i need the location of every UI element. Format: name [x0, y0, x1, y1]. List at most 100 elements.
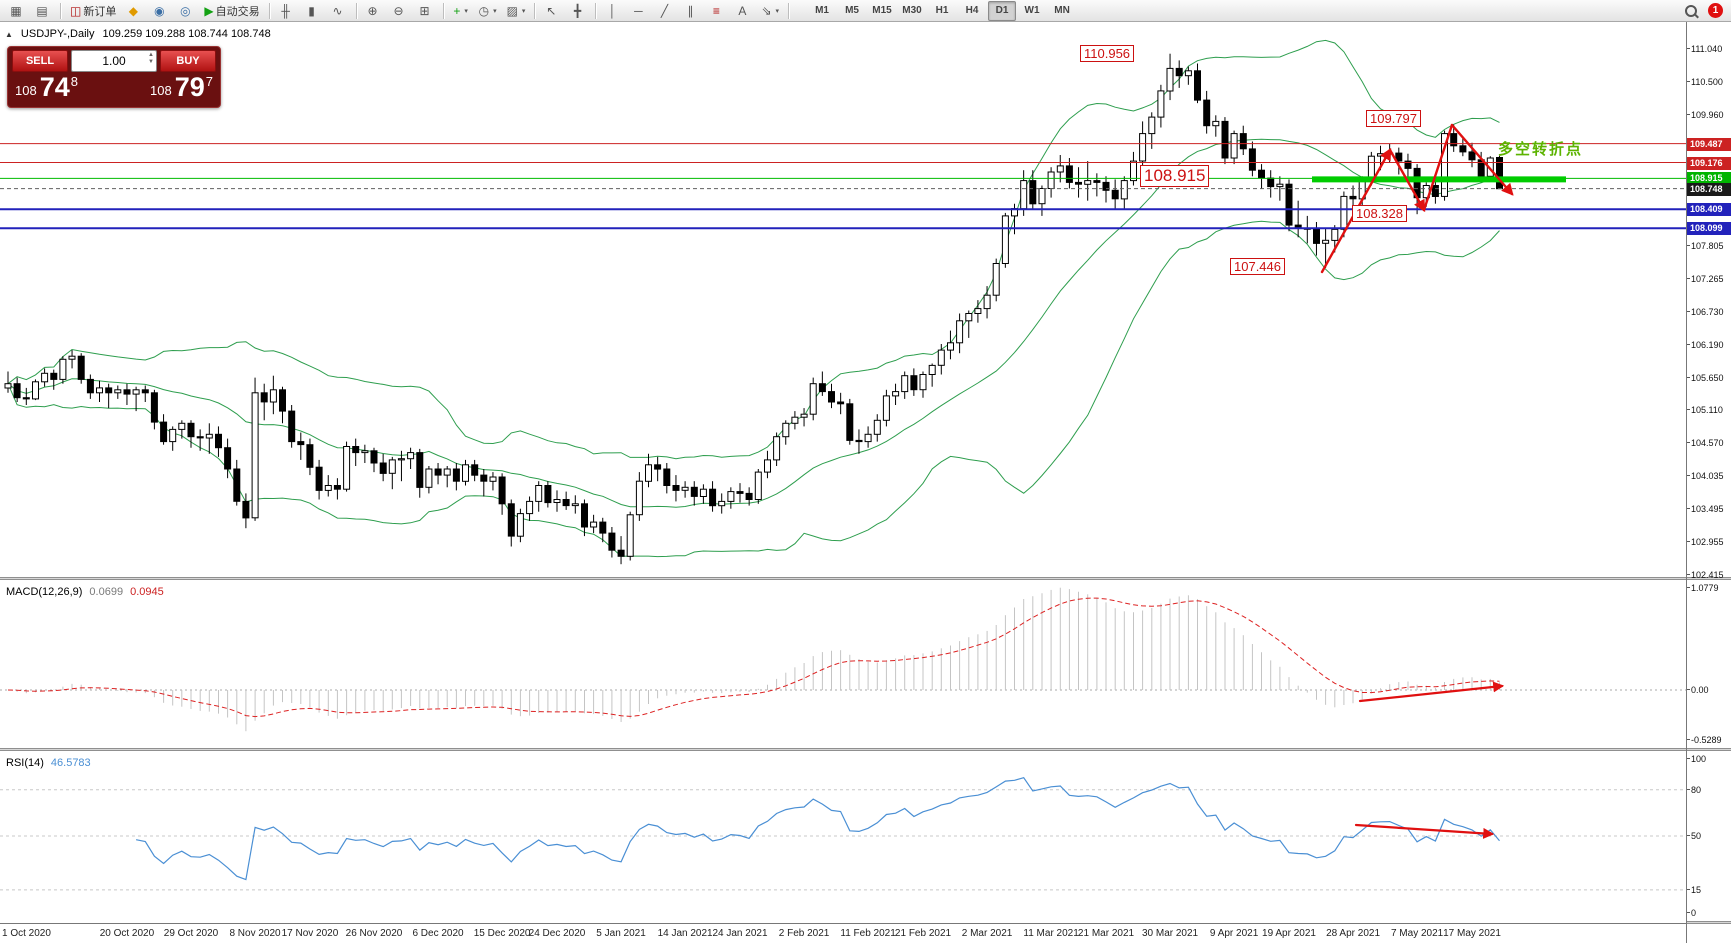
- candlestick-chart-icon: ▮: [308, 3, 315, 18]
- candle-body: [855, 439, 863, 443]
- volume-input[interactable]: 1.00 ▲ ▼: [71, 50, 157, 72]
- horizontal-line-icon: ─: [634, 3, 643, 18]
- candle-body: [1203, 99, 1211, 127]
- sell-price[interactable]: 108 74 8: [15, 74, 78, 101]
- buy-button[interactable]: BUY: [160, 50, 216, 72]
- rsi-panel-canvas[interactable]: [0, 751, 1686, 921]
- timeframe-h1-button[interactable]: H1: [935, 5, 949, 16]
- candle-body: [553, 499, 561, 503]
- candle-body: [672, 485, 680, 491]
- trend-arrow[interactable]: [1354, 823, 1495, 839]
- trend-arrow[interactable]: [1450, 123, 1514, 196]
- timeframe-toolbar: M1 M5 M15 M30 H1 H4 D1 W1 MN: [807, 0, 1077, 21]
- line-chart-button[interactable]: ∿: [327, 1, 351, 21]
- price-annotation[interactable]: 107.446: [1230, 258, 1285, 275]
- candle-body: [1139, 133, 1147, 162]
- search-button[interactable]: [1679, 1, 1703, 21]
- fibonacci-button[interactable]: ≡: [705, 1, 729, 21]
- candle-body: [1377, 153, 1384, 157]
- new-chart-button[interactable]: ▦: [5, 1, 29, 21]
- zoom-out-icon: ⊖: [393, 3, 404, 18]
- new-order-icon: ◫: [70, 3, 82, 18]
- zoom-in-button[interactable]: ⊕: [362, 1, 386, 21]
- text-label-button[interactable]: A: [731, 1, 755, 21]
- turning-point-note[interactable]: 多空转折点: [1498, 141, 1584, 158]
- price-annotation[interactable]: 108.915: [1140, 165, 1210, 187]
- templates-button[interactable]: ▨ ▾: [503, 1, 530, 21]
- trend-arrow[interactable]: [1422, 123, 1454, 212]
- timeframe-h4-button[interactable]: H4: [965, 5, 979, 16]
- timeframe-m15-button[interactable]: M15: [872, 5, 892, 16]
- macd-scale-label: 1.0779: [1687, 583, 1719, 593]
- price-annotation[interactable]: 109.797: [1366, 110, 1421, 127]
- main-toolbar: ▦ ▤ ◫ 新订单 ◆ ◉ ◎ ▶ 自动交易 ╫ ▮ ∿ ⊕ ⊖ ⊞ + ▾ ◷ ▾ ▨ ▾ ↖ ╋ │ ─ ╱ ∥ ≡ A ⇘ ▾ M1 M…: [0, 0, 1731, 22]
- candle-body: [196, 436, 204, 439]
- buy-price[interactable]: 108 79 7: [150, 74, 213, 101]
- indicators-list-button[interactable]: + ▾: [449, 1, 473, 21]
- candle-body: [1230, 133, 1238, 159]
- candle-body: [1029, 180, 1037, 205]
- chart-profiles-button[interactable]: ▤: [31, 1, 55, 21]
- navigator-button[interactable]: ◎: [174, 1, 198, 21]
- timeframe-m1-button[interactable]: M1: [815, 5, 829, 16]
- auto-trading-button[interactable]: ▶ 自动交易: [200, 1, 263, 21]
- price-badge: 108.099: [1687, 222, 1731, 235]
- candle-body: [1020, 180, 1028, 210]
- crosshair-button[interactable]: ╋: [566, 1, 590, 21]
- vertical-line-button[interactable]: │: [601, 1, 625, 21]
- trendline-button[interactable]: ╱: [653, 1, 677, 21]
- candlestick-chart-button[interactable]: ▮: [301, 1, 325, 21]
- periods-button[interactable]: ◷ ▾: [475, 1, 501, 21]
- toolbar-separator: [788, 2, 790, 19]
- candle-body: [1239, 133, 1247, 150]
- price-scale[interactable]: 111.040 110.500 109.960 107.805 107.265 106.7…: [1686, 22, 1731, 943]
- trend-arrow[interactable]: [1388, 148, 1426, 213]
- arrows-tool-button[interactable]: ⇘ ▾: [757, 1, 783, 21]
- timeframe-m30-button[interactable]: M30: [902, 5, 922, 16]
- candle-body: [599, 521, 607, 534]
- timeframe-w1-button[interactable]: W1: [1024, 5, 1040, 16]
- candle-body: [974, 308, 982, 315]
- market-watch-button[interactable]: ◉: [148, 1, 172, 21]
- tile-windows-button[interactable]: ⊞: [414, 1, 438, 21]
- price-annotation[interactable]: 108.328: [1352, 205, 1407, 222]
- text-label-icon: A: [738, 3, 747, 18]
- date-label: 29 Oct 2020: [163, 928, 219, 939]
- panel-divider[interactable]: [0, 577, 1686, 580]
- trade-panel-prices: 108 74 8 108 79 7: [8, 72, 220, 101]
- scale-divider: [1687, 577, 1731, 580]
- candle-body: [837, 401, 845, 405]
- candle-body: [169, 428, 177, 443]
- candle-body: [828, 391, 835, 403]
- candle-body: [581, 503, 588, 528]
- horizontal-line-button[interactable]: ─: [627, 1, 651, 21]
- candle-body: [1130, 160, 1137, 182]
- new-order-button[interactable]: ◫ 新订单: [66, 1, 120, 21]
- timeframe-d1-button[interactable]: D1: [988, 0, 1017, 21]
- candle-body: [1120, 180, 1128, 200]
- date-label: 9 Apr 2021: [1209, 928, 1259, 939]
- zoom-out-button[interactable]: ⊖: [388, 1, 412, 21]
- price-chart-canvas[interactable]: [0, 22, 1686, 577]
- bar-chart-button[interactable]: ╫: [275, 1, 299, 21]
- spinner-up-icon[interactable]: ▲: [148, 52, 154, 58]
- timeframe-m5-button[interactable]: M5: [845, 5, 859, 16]
- time-axis[interactable]: 1 Oct 2020 20 Oct 2020 29 Oct 2020 8 Nov 20…: [0, 923, 1686, 944]
- cursor-button[interactable]: ↖: [540, 1, 564, 21]
- price-annotation[interactable]: 110.956: [1080, 45, 1135, 62]
- toolbar-separator: [595, 2, 597, 19]
- spinner-down-icon[interactable]: ▼: [148, 59, 154, 65]
- sell-button[interactable]: SELL: [12, 50, 68, 72]
- candle-body: [489, 476, 497, 482]
- notification-badge[interactable]: 1: [1708, 3, 1723, 18]
- price-scale-label: 107.805: [1687, 241, 1724, 251]
- date-label: 24 Jan 2021: [712, 928, 768, 939]
- timeframe-mn-button[interactable]: MN: [1054, 5, 1070, 16]
- equidistant-channel-button[interactable]: ∥: [679, 1, 703, 21]
- metaeditor-button[interactable]: ◆: [122, 1, 146, 21]
- macd-panel-canvas[interactable]: [0, 580, 1686, 748]
- panel-divider[interactable]: [0, 748, 1686, 751]
- candle-body: [1157, 90, 1165, 118]
- trend-arrow[interactable]: [1358, 681, 1505, 703]
- volume-spinner[interactable]: ▲ ▼: [148, 52, 154, 66]
